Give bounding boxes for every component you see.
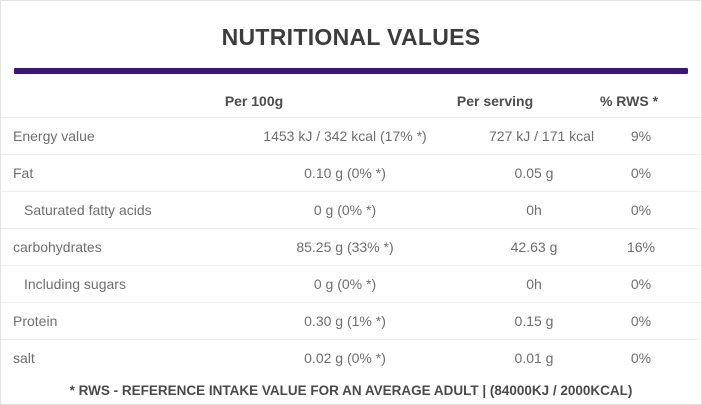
rws-value: 16% (626, 239, 656, 255)
per-serving-value: 0h (526, 276, 542, 292)
table-row-protein: Protein 0.30 g (1% *) 0.15 g 0% (1, 303, 701, 340)
row-label: Fat (13, 165, 34, 181)
per-serving-value: 42.63 g (510, 239, 558, 255)
table-row-carbohydrates: carbohydrates 85.25 g (33% *) 42.63 g 16… (1, 229, 701, 266)
row-label: Energy value (13, 128, 95, 144)
column-header-per-100g: Per 100g (224, 92, 284, 109)
per-serving-value: 0.05 g (514, 165, 554, 181)
per-serving-value: 0.01 g (514, 350, 554, 366)
per-100g-value: 0 g (0% *) (313, 276, 377, 292)
per-serving-value: 0h (526, 202, 542, 218)
per-100g-value: 0.30 g (1% *) (304, 313, 386, 329)
per-serving-value: 0.15 g (514, 313, 554, 329)
row-label: Saturated fatty acids (24, 202, 152, 218)
column-header-rws: % RWS * (599, 92, 659, 109)
per-serving-value: 727 kJ / 171 kcal (489, 128, 595, 144)
per-100g-value: 0.10 g (0% *) (304, 165, 386, 181)
rws-value: 0% (630, 202, 652, 218)
per-100g-value: 0 g (0% *) (313, 202, 377, 218)
per-100g-value: 1453 kJ / 342 kcal (17% *) (263, 128, 427, 144)
rws-value: 0% (630, 350, 652, 366)
column-header-per-serving: Per serving (456, 92, 534, 109)
rws-footnote: * RWS - REFERENCE INTAKE VALUE FOR AN AV… (69, 383, 633, 398)
accent-divider (14, 68, 688, 74)
table-header-row: Per 100g Per serving % RWS * (1, 84, 701, 118)
page-title: NUTRITIONAL VALUES (221, 24, 481, 50)
table-row-fat: Fat 0.10 g (0% *) 0.05 g 0% (1, 155, 701, 192)
per-100g-value: 0.02 g (0% *) (304, 350, 386, 366)
table-row-sugars: Including sugars 0 g (0% *) 0h 0% (1, 266, 701, 303)
rws-value: 0% (630, 276, 652, 292)
per-100g-value: 85.25 g (33% *) (296, 239, 394, 255)
row-label: salt (13, 350, 35, 366)
rws-value: 0% (630, 165, 652, 181)
table-row-saturated-fat: Saturated fatty acids 0 g (0% *) 0h 0% (1, 192, 701, 229)
row-label: Protein (13, 313, 58, 329)
table-row-energy: Energy value 1453 kJ / 342 kcal (17% *) … (1, 118, 701, 155)
rws-value: 9% (630, 128, 652, 144)
row-label: Including sugars (24, 276, 126, 292)
nutrition-table: Per 100g Per serving % RWS * Energy valu… (1, 84, 701, 376)
row-label: carbohydrates (13, 239, 102, 255)
rws-value: 0% (630, 313, 652, 329)
table-row-salt: salt 0.02 g (0% *) 0.01 g 0% (1, 340, 701, 376)
